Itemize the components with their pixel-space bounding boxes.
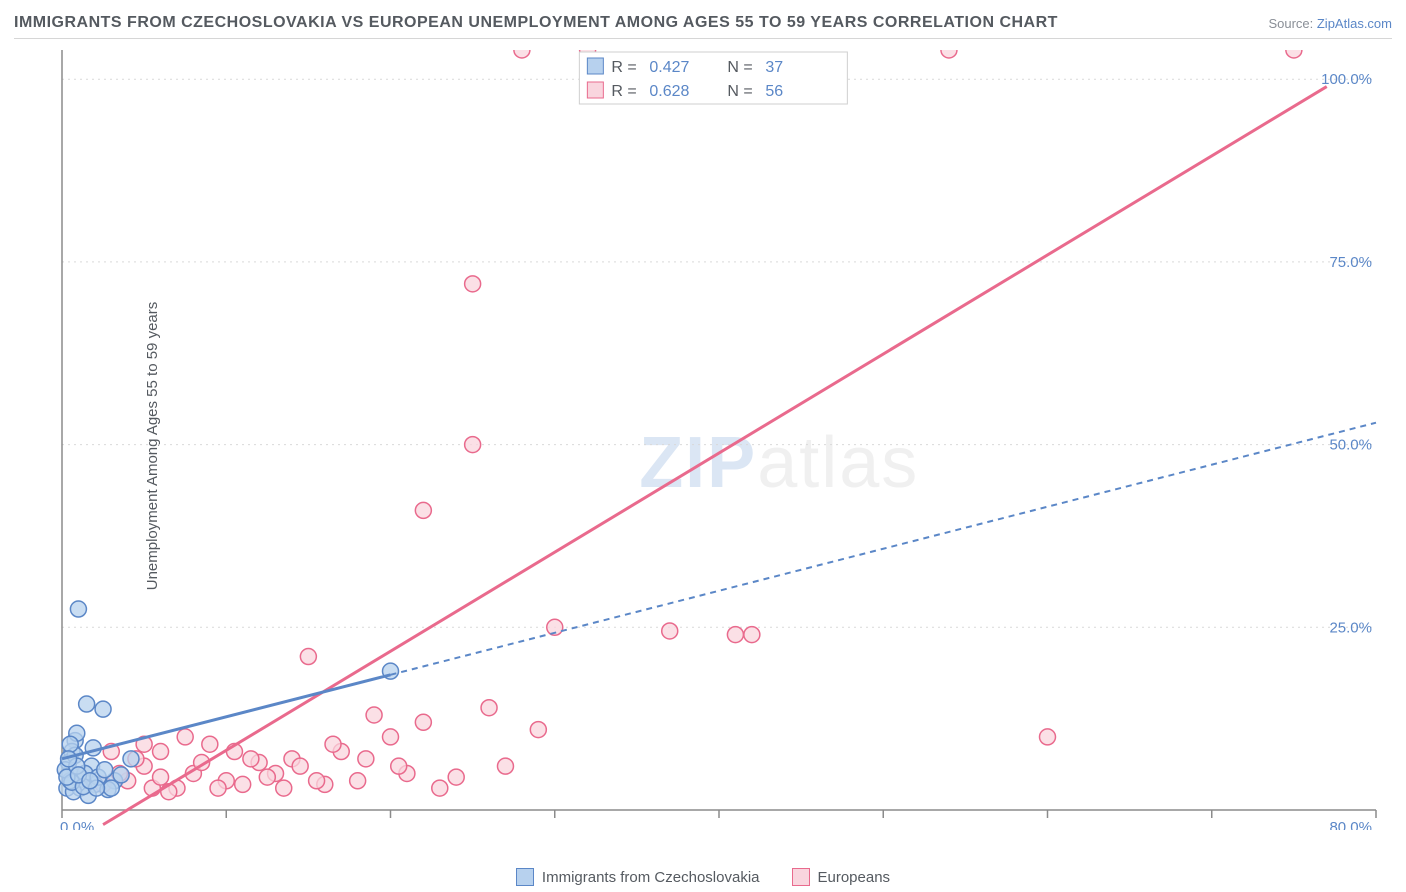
blue-point xyxy=(82,773,98,789)
pink-point xyxy=(415,502,431,518)
pink-point xyxy=(177,729,193,745)
pink-point xyxy=(727,627,743,643)
pink-point xyxy=(465,276,481,292)
blue-point xyxy=(97,762,113,778)
stats-r-label: R = xyxy=(611,59,636,76)
pink-point xyxy=(744,627,760,643)
pink-point xyxy=(432,780,448,796)
blue-point xyxy=(79,696,95,712)
pink-point xyxy=(259,769,275,785)
legend-item-blue: Immigrants from Czechoslovakia xyxy=(516,868,760,886)
pink-point xyxy=(530,722,546,738)
scatter-chart: ZIPatlas 25.0% 50.0% 75.0% 100.0% 0.0% 80.0% R … xyxy=(54,50,1384,830)
pink-point xyxy=(309,773,325,789)
legend-item-pink: Europeans xyxy=(792,868,891,886)
blue-point xyxy=(123,751,139,767)
pink-point xyxy=(350,773,366,789)
pink-point xyxy=(383,729,399,745)
stats-r-value: 0.427 xyxy=(649,59,689,76)
pink-point xyxy=(210,780,226,796)
stats-swatch xyxy=(587,82,603,98)
pink-point xyxy=(1040,729,1056,745)
pink-point xyxy=(292,758,308,774)
chart-title: IMMIGRANTS FROM CZECHOSLOVAKIA VS EUROPE… xyxy=(14,14,1058,32)
pink-point xyxy=(153,769,169,785)
pink-point xyxy=(325,736,341,752)
stats-r-value: 0.628 xyxy=(649,83,689,100)
pink-point xyxy=(941,50,957,58)
x-end-label: 80.0% xyxy=(1329,819,1372,830)
pink-point xyxy=(276,780,292,796)
legend-swatch-pink xyxy=(792,868,810,886)
pink-point xyxy=(497,758,513,774)
pink-point xyxy=(300,649,316,665)
stats-swatch xyxy=(587,58,603,74)
stats-n-label: N = xyxy=(727,83,752,100)
pink-point xyxy=(153,744,169,760)
pink-point xyxy=(358,751,374,767)
pink-point xyxy=(235,776,251,792)
chart-header: IMMIGRANTS FROM CZECHOSLOVAKIA VS EUROPE… xyxy=(14,8,1392,39)
y-tick-label: 50.0% xyxy=(1329,437,1372,454)
legend-label-blue: Immigrants from Czechoslovakia xyxy=(542,869,760,886)
x-start-label: 0.0% xyxy=(60,819,94,830)
y-tick-label: 100.0% xyxy=(1321,71,1372,88)
pink-regression xyxy=(103,87,1327,825)
pink-point xyxy=(1286,50,1302,58)
pink-point xyxy=(415,714,431,730)
stats-n-value: 56 xyxy=(765,83,783,100)
source-prefix: Source: xyxy=(1268,16,1316,31)
watermark: ZIPatlas xyxy=(639,423,919,503)
y-tick-label: 25.0% xyxy=(1329,619,1372,636)
y-tick-label: 75.0% xyxy=(1329,254,1372,271)
pink-point xyxy=(514,50,530,58)
blue-point xyxy=(62,736,78,752)
blue-point xyxy=(95,701,111,717)
pink-point xyxy=(481,700,497,716)
blue-point xyxy=(70,601,86,617)
blue-point xyxy=(113,767,129,783)
pink-point xyxy=(202,736,218,752)
pink-point xyxy=(465,437,481,453)
plot-area: ZIPatlas 25.0% 50.0% 75.0% 100.0% 0.0% 80.0% R … xyxy=(54,50,1384,830)
stats-r-label: R = xyxy=(611,83,636,100)
pink-point xyxy=(243,751,259,767)
pink-point xyxy=(448,769,464,785)
stats-n-value: 37 xyxy=(765,59,783,76)
source-link[interactable]: ZipAtlas.com xyxy=(1317,16,1392,31)
chart-source: Source: ZipAtlas.com xyxy=(1268,16,1392,31)
stats-n-label: N = xyxy=(727,59,752,76)
legend-swatch-blue xyxy=(516,868,534,886)
pink-point xyxy=(391,758,407,774)
pink-point xyxy=(662,623,678,639)
pink-point xyxy=(366,707,382,723)
bottom-legend: Immigrants from Czechoslovakia Europeans xyxy=(0,868,1406,886)
legend-label-pink: Europeans xyxy=(818,869,891,886)
